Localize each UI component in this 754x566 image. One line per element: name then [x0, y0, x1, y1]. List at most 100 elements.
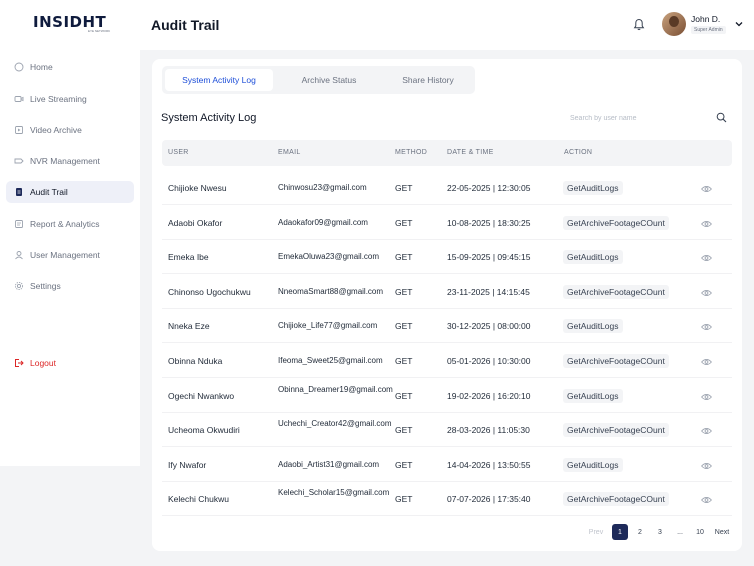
cell-method: GET: [395, 252, 413, 263]
cell-email: Kelechi_Scholar15@gmail.com: [278, 488, 390, 498]
top-header: INSIDHT EYE NETWORK Audit Trail John D. …: [0, 0, 754, 50]
column-header-date-time[interactable]: DATE & TIME: [447, 149, 494, 156]
cell-date-time: 30-12-2025 | 08:00:00: [447, 321, 531, 332]
avatar[interactable]: [662, 12, 686, 36]
table-header: USER EMAIL METHOD DATE & TIME ACTION: [162, 140, 732, 166]
cell-method: GET: [395, 425, 413, 436]
sidebar-item-report-analytics[interactable]: Report & Analytics: [6, 213, 134, 235]
cell-user: Emeka Ibe: [168, 252, 209, 263]
pagination-next[interactable]: Next: [714, 528, 730, 536]
pagination-page-3[interactable]: 3: [658, 528, 662, 536]
users-icon: [15, 251, 23, 260]
table-row[interactable]: Ogechi Nwankwo Obinna_Dreamer19@gmail.com…: [162, 379, 732, 413]
tab-share-history[interactable]: Share History: [402, 75, 454, 85]
cell-date-time: 15-09-2025 | 09:45:15: [447, 252, 531, 263]
cell-date-time: 05-01-2026 | 10:30:00: [447, 356, 531, 366]
eye-icon[interactable]: [701, 393, 712, 401]
sidebar: Home Live Streaming Video Archive NVR Ma…: [0, 50, 140, 466]
pagination-page-10[interactable]: 10: [696, 528, 704, 536]
cell-email: Chijioke_Life77@gmail.com: [278, 321, 378, 331]
sidebar-item-user-management[interactable]: User Management: [6, 244, 134, 266]
column-header-method[interactable]: METHOD: [395, 149, 428, 156]
cell-method: GET: [395, 183, 413, 193]
cell-method: GET: [395, 459, 413, 470]
table-row[interactable]: Ify Nwafor Adaobi_Artist31@gmail.com GET 14…: [162, 448, 732, 482]
sidebar-item-live-streaming[interactable]: Live Streaming: [6, 88, 134, 110]
sidebar-item-audit-trail[interactable]: Audit Trail: [6, 181, 134, 203]
cell-method: GET: [395, 286, 413, 297]
pagination-prev[interactable]: Prev: [588, 528, 604, 536]
sidebar-item-home[interactable]: Home: [6, 56, 134, 78]
action-badge: GetArchiveFootageCOunt: [563, 284, 669, 299]
cell-user: Chinonso Ugochukwu: [168, 286, 251, 297]
cell-date-time: 28-03-2026 | 11:05:30: [447, 425, 530, 436]
eye-icon[interactable]: [701, 323, 712, 331]
table-row[interactable]: Chijioke Nwesu Chinwosu23@gmail.com GET 22-…: [162, 171, 732, 205]
cell-date-time: 19-02-2026 | 16:20:10: [447, 390, 531, 401]
page-title: Audit Trail: [151, 17, 220, 33]
table-row[interactable]: Obinna Nduka Ifeoma_Sweet25@gmail.com GET 0…: [162, 344, 732, 378]
cell-user: Chijioke Nwesu: [168, 183, 227, 193]
cell-method: GET: [395, 494, 413, 505]
nvr-icon: [14, 158, 24, 164]
column-header-email[interactable]: EMAIL: [278, 149, 301, 156]
eye-icon[interactable]: [701, 254, 712, 262]
cell-email: Obinna_Dreamer19@gmail.com: [278, 384, 393, 394]
cell-method: GET: [395, 390, 413, 401]
bell-icon[interactable]: [633, 18, 645, 31]
pagination-ellipsis: ...: [677, 528, 683, 536]
tab-system-activity-log[interactable]: System Activity Log: [165, 69, 273, 91]
cell-email: Chinwosu23@gmail.com: [278, 183, 367, 192]
column-header-action[interactable]: ACTION: [564, 149, 593, 156]
cell-email: Ifeoma_Sweet25@gmail.com: [278, 356, 383, 365]
tab-archive-status[interactable]: Archive Status: [301, 75, 357, 85]
app-logo[interactable]: INSIDHT: [33, 13, 107, 31]
pagination-page-2[interactable]: 2: [638, 528, 642, 536]
cell-user: Nneka Eze: [168, 321, 210, 332]
sidebar-item-settings[interactable]: Settings: [6, 275, 134, 297]
eye-icon[interactable]: [701, 220, 712, 228]
chevron-down-icon[interactable]: [734, 19, 744, 29]
table-row[interactable]: Kelechi Chukwu Kelechi_Scholar15@gmail.co…: [162, 482, 732, 517]
table-row[interactable]: Nneka Eze Chijioke_Life77@gmail.com GET 30-…: [162, 309, 732, 344]
cell-email: Uchechi_Creator42@gmail.com: [278, 419, 392, 429]
archive-icon: [15, 126, 23, 134]
sidebar-item-nvr-management[interactable]: NVR Management: [6, 150, 134, 172]
eye-icon[interactable]: [701, 289, 712, 297]
eye-icon[interactable]: [701, 496, 712, 504]
table-row[interactable]: Adaobi Okafor Adaokafor09@gmail.com GET 10-…: [162, 206, 732, 240]
table-row[interactable]: Emeka Ibe EmekaOluwa23@gmail.com GET 15-09-…: [162, 240, 732, 275]
cell-email: Adaokafor09@gmail.com: [278, 217, 368, 227]
eye-icon[interactable]: [701, 358, 712, 366]
table-row[interactable]: Ucheoma Okwudiri Uchechi_Creator42@gmail.…: [162, 413, 732, 448]
cell-email: Adaobi_Artist31@gmail.com: [278, 459, 380, 469]
cell-method: GET: [395, 356, 413, 366]
tab-bar: System Activity Log Archive Status Share…: [162, 66, 475, 94]
column-header-user[interactable]: USER: [168, 149, 189, 156]
cell-user: Ify Nwafor: [168, 459, 207, 470]
eye-icon[interactable]: [701, 427, 712, 435]
eye-icon[interactable]: [701, 185, 712, 193]
logout-button[interactable]: Logout: [6, 352, 134, 374]
cell-user: Obinna Nduka: [168, 356, 223, 366]
search-input[interactable]: [564, 108, 729, 128]
document-icon: [16, 188, 22, 196]
search-icon[interactable]: [716, 112, 727, 123]
sidebar-item-label: Audit Trail: [30, 187, 68, 197]
action-badge: GetArchiveFootageCOunt: [563, 354, 669, 368]
action-badge: GetAuditLogs: [563, 319, 623, 334]
gear-icon: [14, 281, 24, 291]
sidebar-item-label: NVR Management: [30, 156, 100, 166]
pagination-page-1[interactable]: 1: [612, 524, 628, 540]
cell-method: GET: [395, 217, 413, 228]
sidebar-item-label: Settings: [30, 281, 61, 291]
logout-label: Logout: [30, 358, 56, 368]
section-title: System Activity Log: [161, 112, 257, 124]
cell-date-time: 23-11-2025 | 14:15:45: [447, 286, 530, 297]
video-icon: [14, 96, 24, 102]
eye-icon[interactable]: [701, 462, 712, 470]
sidebar-item-label: Report & Analytics: [30, 219, 100, 229]
table-row[interactable]: Chinonso Ugochukwu NneomaSmart88@gmail.co…: [162, 275, 732, 309]
sidebar-item-video-archive[interactable]: Video Archive: [6, 119, 134, 141]
cell-email: NneomaSmart88@gmail.com: [278, 286, 384, 296]
